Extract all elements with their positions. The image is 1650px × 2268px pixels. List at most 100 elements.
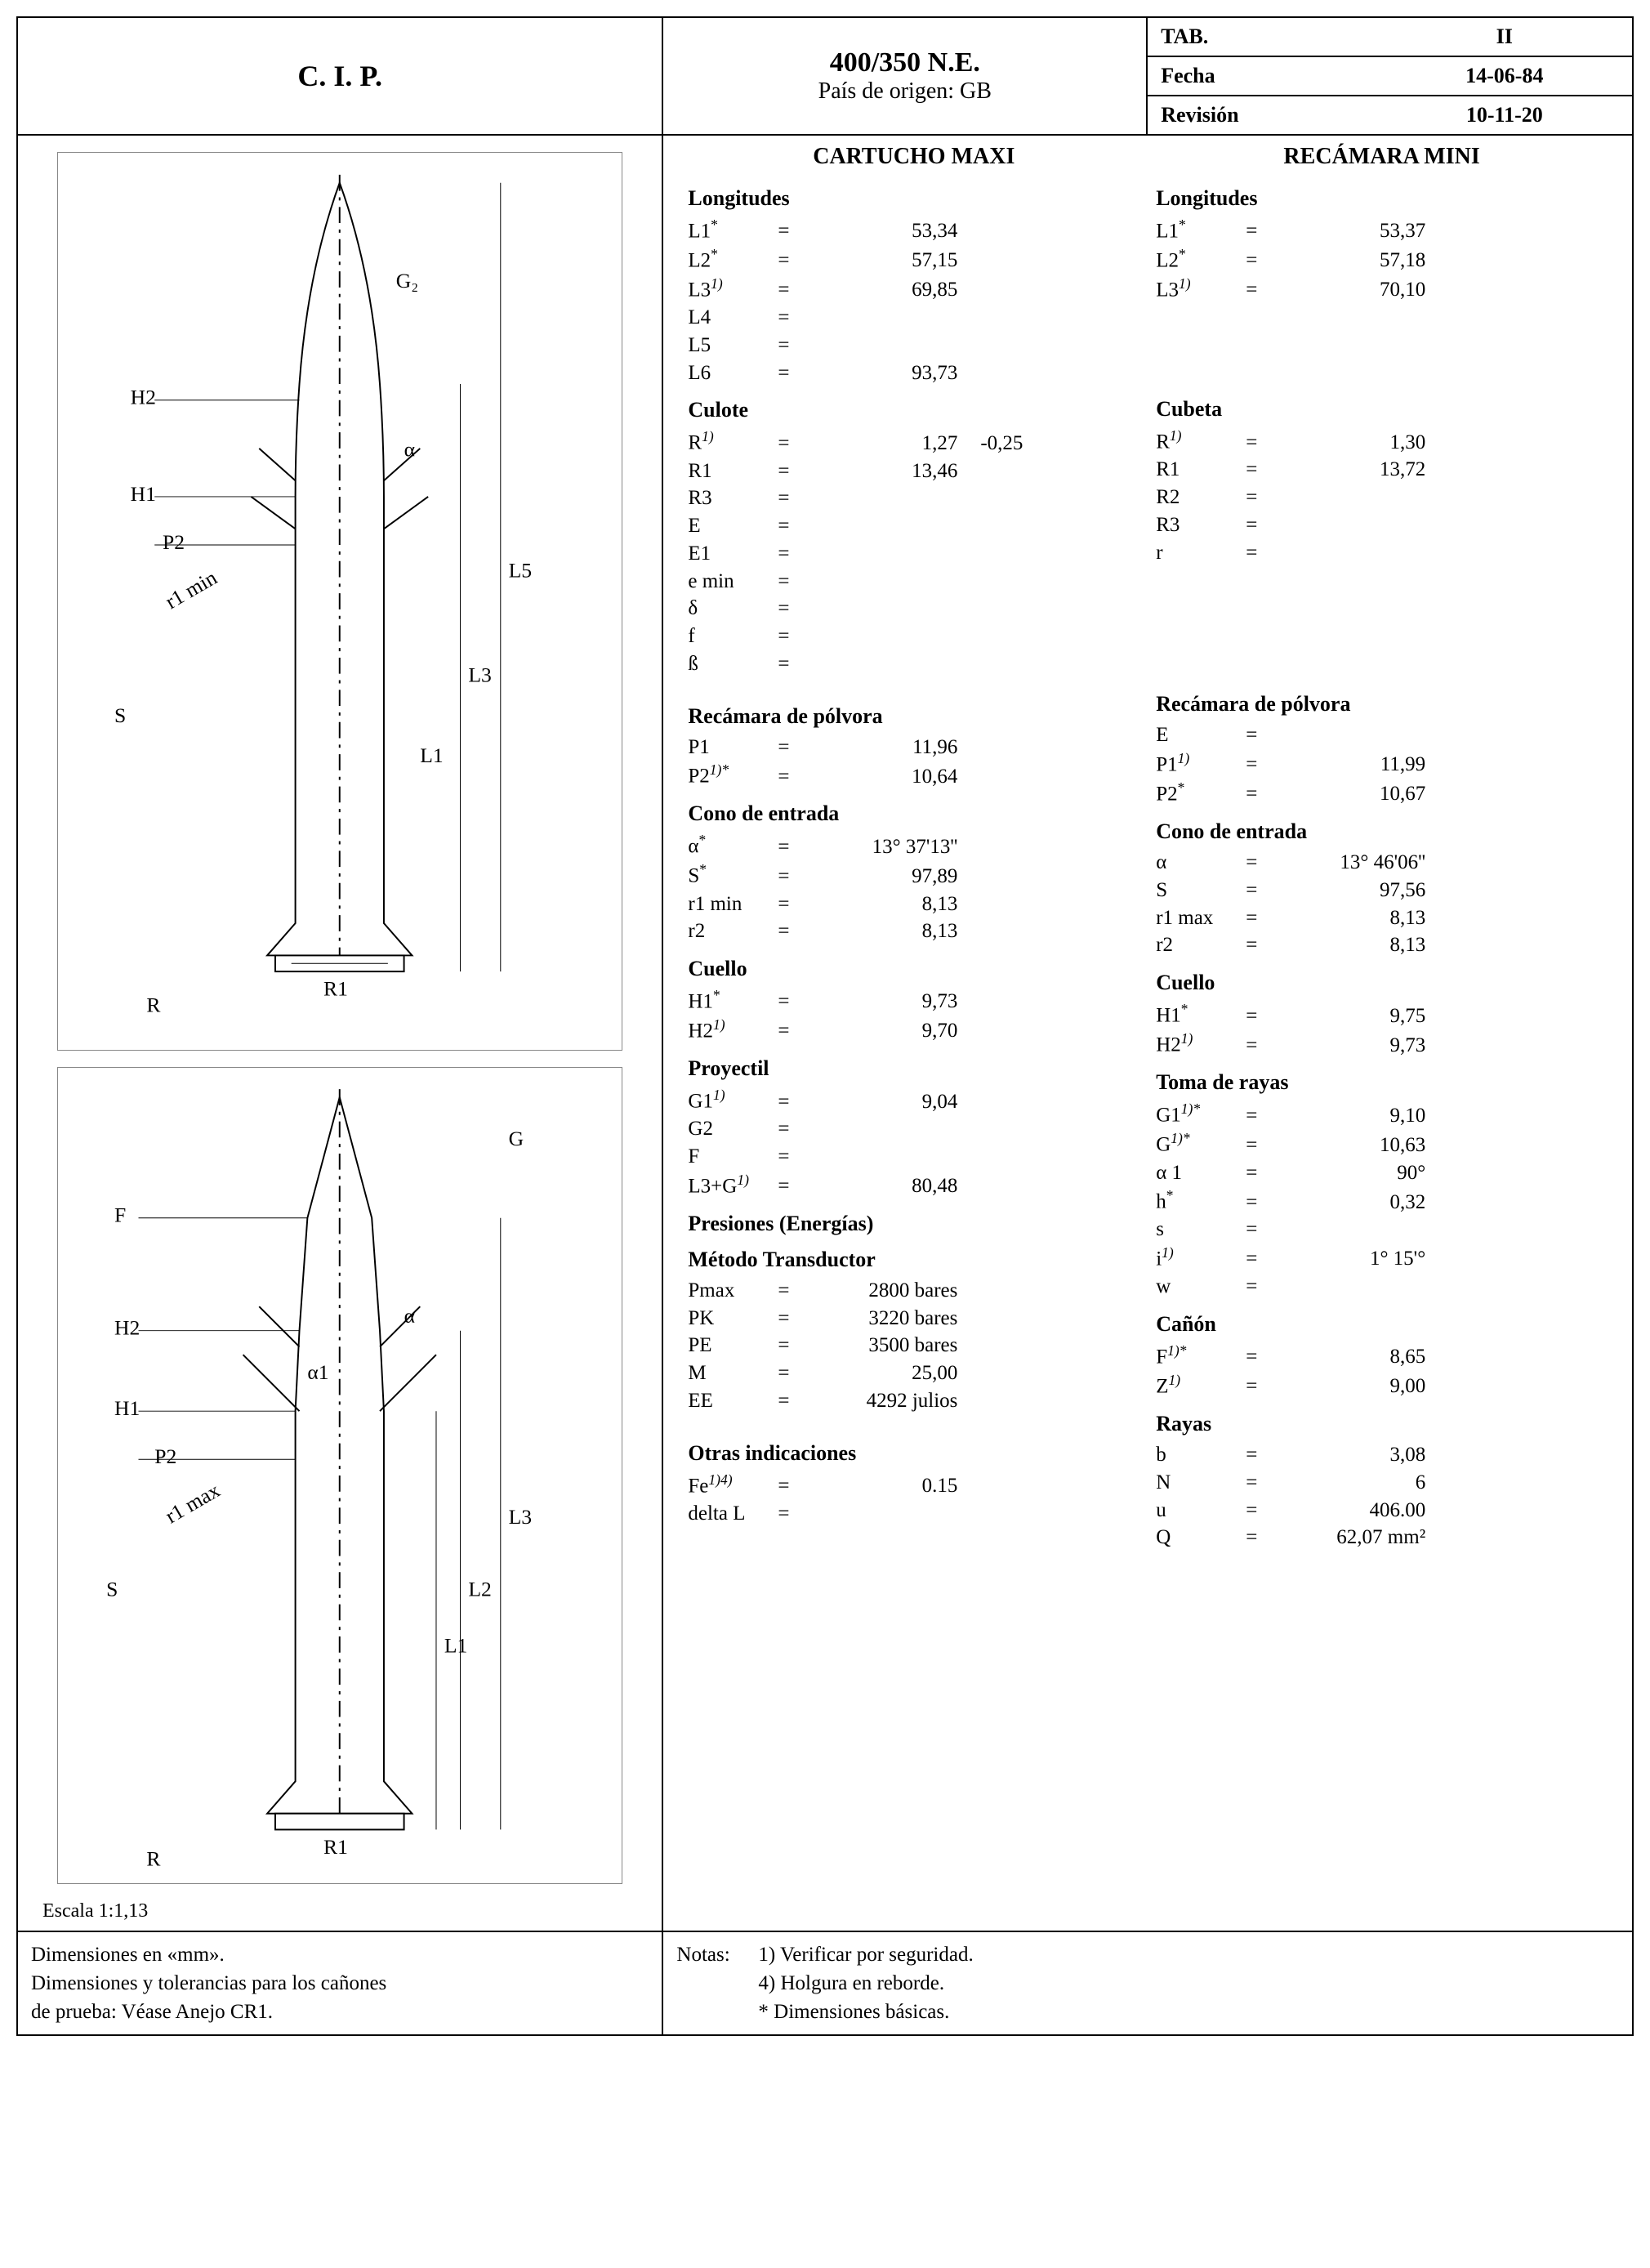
param-label: α: [1156, 849, 1246, 877]
param-sup: *: [699, 861, 707, 877]
svg-text:S: S: [107, 1578, 118, 1601]
param-value: 10,64: [810, 763, 957, 791]
svg-text:r1 min: r1 min: [162, 565, 221, 614]
maxi-title: CARTUCHO MAXI: [688, 144, 1139, 170]
maxi-recamara-title: Recámara de pólvora: [688, 704, 1139, 729]
param-label: Fe1)4): [688, 1471, 778, 1500]
param-value: 70,10: [1278, 276, 1425, 304]
maxi-presiones-row: PK=3220 bares: [688, 1305, 1139, 1333]
param-label: P21)*: [688, 761, 778, 790]
mini-cubeta-row: R2=: [1156, 484, 1608, 511]
param-sup: *: [1178, 779, 1185, 796]
mini-recamara-row: P2*=10,67: [1156, 779, 1608, 808]
param-label: R3: [1156, 511, 1246, 539]
param-label: F1)*: [1156, 1342, 1246, 1371]
param-sup: 1)*: [710, 761, 729, 778]
svg-text:R1: R1: [323, 977, 348, 1001]
maxi-culote-row: E=: [688, 512, 1139, 540]
svg-text:G: G: [509, 1127, 524, 1150]
svg-text:L3: L3: [469, 663, 492, 687]
equals-sign: =: [778, 1277, 810, 1305]
mini-cono-row: r2=8,13: [1156, 931, 1608, 959]
maxi-proyectil-row: G11)=9,04: [688, 1086, 1139, 1115]
column-maxi: CARTUCHO MAXI LongitudesL1*=53,34L2*=57,…: [680, 144, 1148, 1922]
mini-toma-title: Toma de rayas: [1156, 1070, 1608, 1095]
param-label: S*: [688, 860, 778, 890]
equals-sign: =: [778, 568, 810, 596]
equals-sign: =: [778, 332, 810, 359]
param-value: 80,48: [810, 1172, 957, 1200]
param-value: 97,56: [1278, 877, 1425, 904]
maxi-cono-row: r1 min=8,13: [688, 891, 1139, 918]
param-value: 4292 julios: [810, 1387, 957, 1415]
param-label: EE: [688, 1387, 778, 1415]
mini-canon-title: Cañón: [1156, 1312, 1608, 1337]
param-value: 8,65: [1278, 1343, 1425, 1371]
param-label: b: [1156, 1441, 1246, 1469]
equals-sign: =: [1246, 276, 1278, 304]
param-label: Q: [1156, 1524, 1246, 1551]
equals-sign: =: [1246, 1189, 1278, 1217]
cartridge-designation: 400/350 N.E.: [830, 47, 980, 78]
maxi-proyectil-row: L3+G1)=80,48: [688, 1171, 1139, 1200]
diagram-column: H2 H1 P2 S r1 min L5 L3 L1 R1 R G₂ α: [18, 136, 663, 1931]
equals-sign: =: [778, 1332, 810, 1359]
footer-left: Dimensiones en «mm». Dimensiones y toler…: [18, 1932, 663, 2034]
param-value: 9,70: [810, 1017, 957, 1045]
param-sup: *: [1179, 246, 1186, 262]
param-label: G1)*: [1156, 1129, 1246, 1159]
param-label: s: [1156, 1216, 1246, 1243]
mini-cono-title: Cono de entrada: [1156, 819, 1608, 844]
mini-cuello-row: H21)=9,73: [1156, 1029, 1608, 1059]
mini-cubeta-title: Cubeta: [1156, 397, 1608, 422]
param-sup: 1): [1178, 750, 1190, 766]
param-label: L6: [688, 359, 778, 387]
param-label: h*: [1156, 1186, 1246, 1216]
maxi-longitudes-row: L6=93,73: [688, 359, 1139, 387]
maxi-longitudes-row: L2*=57,15: [688, 245, 1139, 275]
param-value: 25,00: [810, 1359, 957, 1387]
equals-sign: =: [1246, 1245, 1278, 1273]
equals-sign: =: [778, 484, 810, 512]
param-value: 57,15: [810, 247, 957, 275]
param-label: Pmax: [688, 1277, 778, 1305]
param-value: 11,96: [810, 734, 957, 761]
maxi-proyectil-title: Proyectil: [688, 1056, 1139, 1081]
param-value: 1,30: [1278, 429, 1425, 457]
equals-sign: =: [1246, 904, 1278, 932]
mini-canon-row: Z1)=9,00: [1156, 1371, 1608, 1400]
param-label: r: [1156, 539, 1246, 567]
column-mini: RECÁMARA MINI LongitudesL1*=53,37L2*=57,…: [1148, 144, 1616, 1922]
param-sup: *: [711, 246, 718, 262]
maxi-culote-row: E1=: [688, 540, 1139, 568]
mini-cono-row: r1 max=8,13: [1156, 904, 1608, 932]
maxi-cono-row: α*=13° 37'13'': [688, 831, 1139, 860]
param-label: H1*: [688, 986, 778, 1016]
equals-sign: =: [1246, 931, 1278, 959]
param-value: 8,13: [810, 917, 957, 945]
param-sup: 1): [713, 1087, 725, 1103]
mini-canon-row: F1)*=8,65: [1156, 1342, 1608, 1371]
equals-sign: =: [778, 623, 810, 650]
mini-rayas-row: N=6: [1156, 1469, 1608, 1497]
param-sup: *: [699, 832, 707, 848]
equals-sign: =: [778, 304, 810, 332]
maxi-presiones-row: EE=4292 julios: [688, 1387, 1139, 1415]
param-label: delta L: [688, 1500, 778, 1528]
maxi-culote-row: ß=: [688, 650, 1139, 678]
maxi-culote-row: R1)=1,27-0,25: [688, 427, 1139, 457]
param-sup: 1): [1170, 427, 1182, 444]
nota-star: * Dimensiones básicas.: [676, 1998, 1619, 2026]
equals-sign: =: [778, 1017, 810, 1045]
param-sup: 1): [1181, 1030, 1193, 1047]
country-of-origin: País de origen: GB: [818, 78, 992, 105]
param-value: 13° 37'13'': [810, 833, 957, 861]
svg-text:H2: H2: [131, 386, 156, 409]
equals-sign: =: [778, 1472, 810, 1500]
param-label: P11): [1156, 749, 1246, 779]
equals-sign: =: [778, 1500, 810, 1528]
param-label: L2*: [688, 245, 778, 275]
equals-sign: =: [1246, 539, 1278, 567]
header-meta: TAB. II Fecha 14-06-84 Revisión 10-11-20: [1148, 18, 1632, 134]
mini-longitudes-row: L31)=70,10: [1156, 275, 1608, 304]
